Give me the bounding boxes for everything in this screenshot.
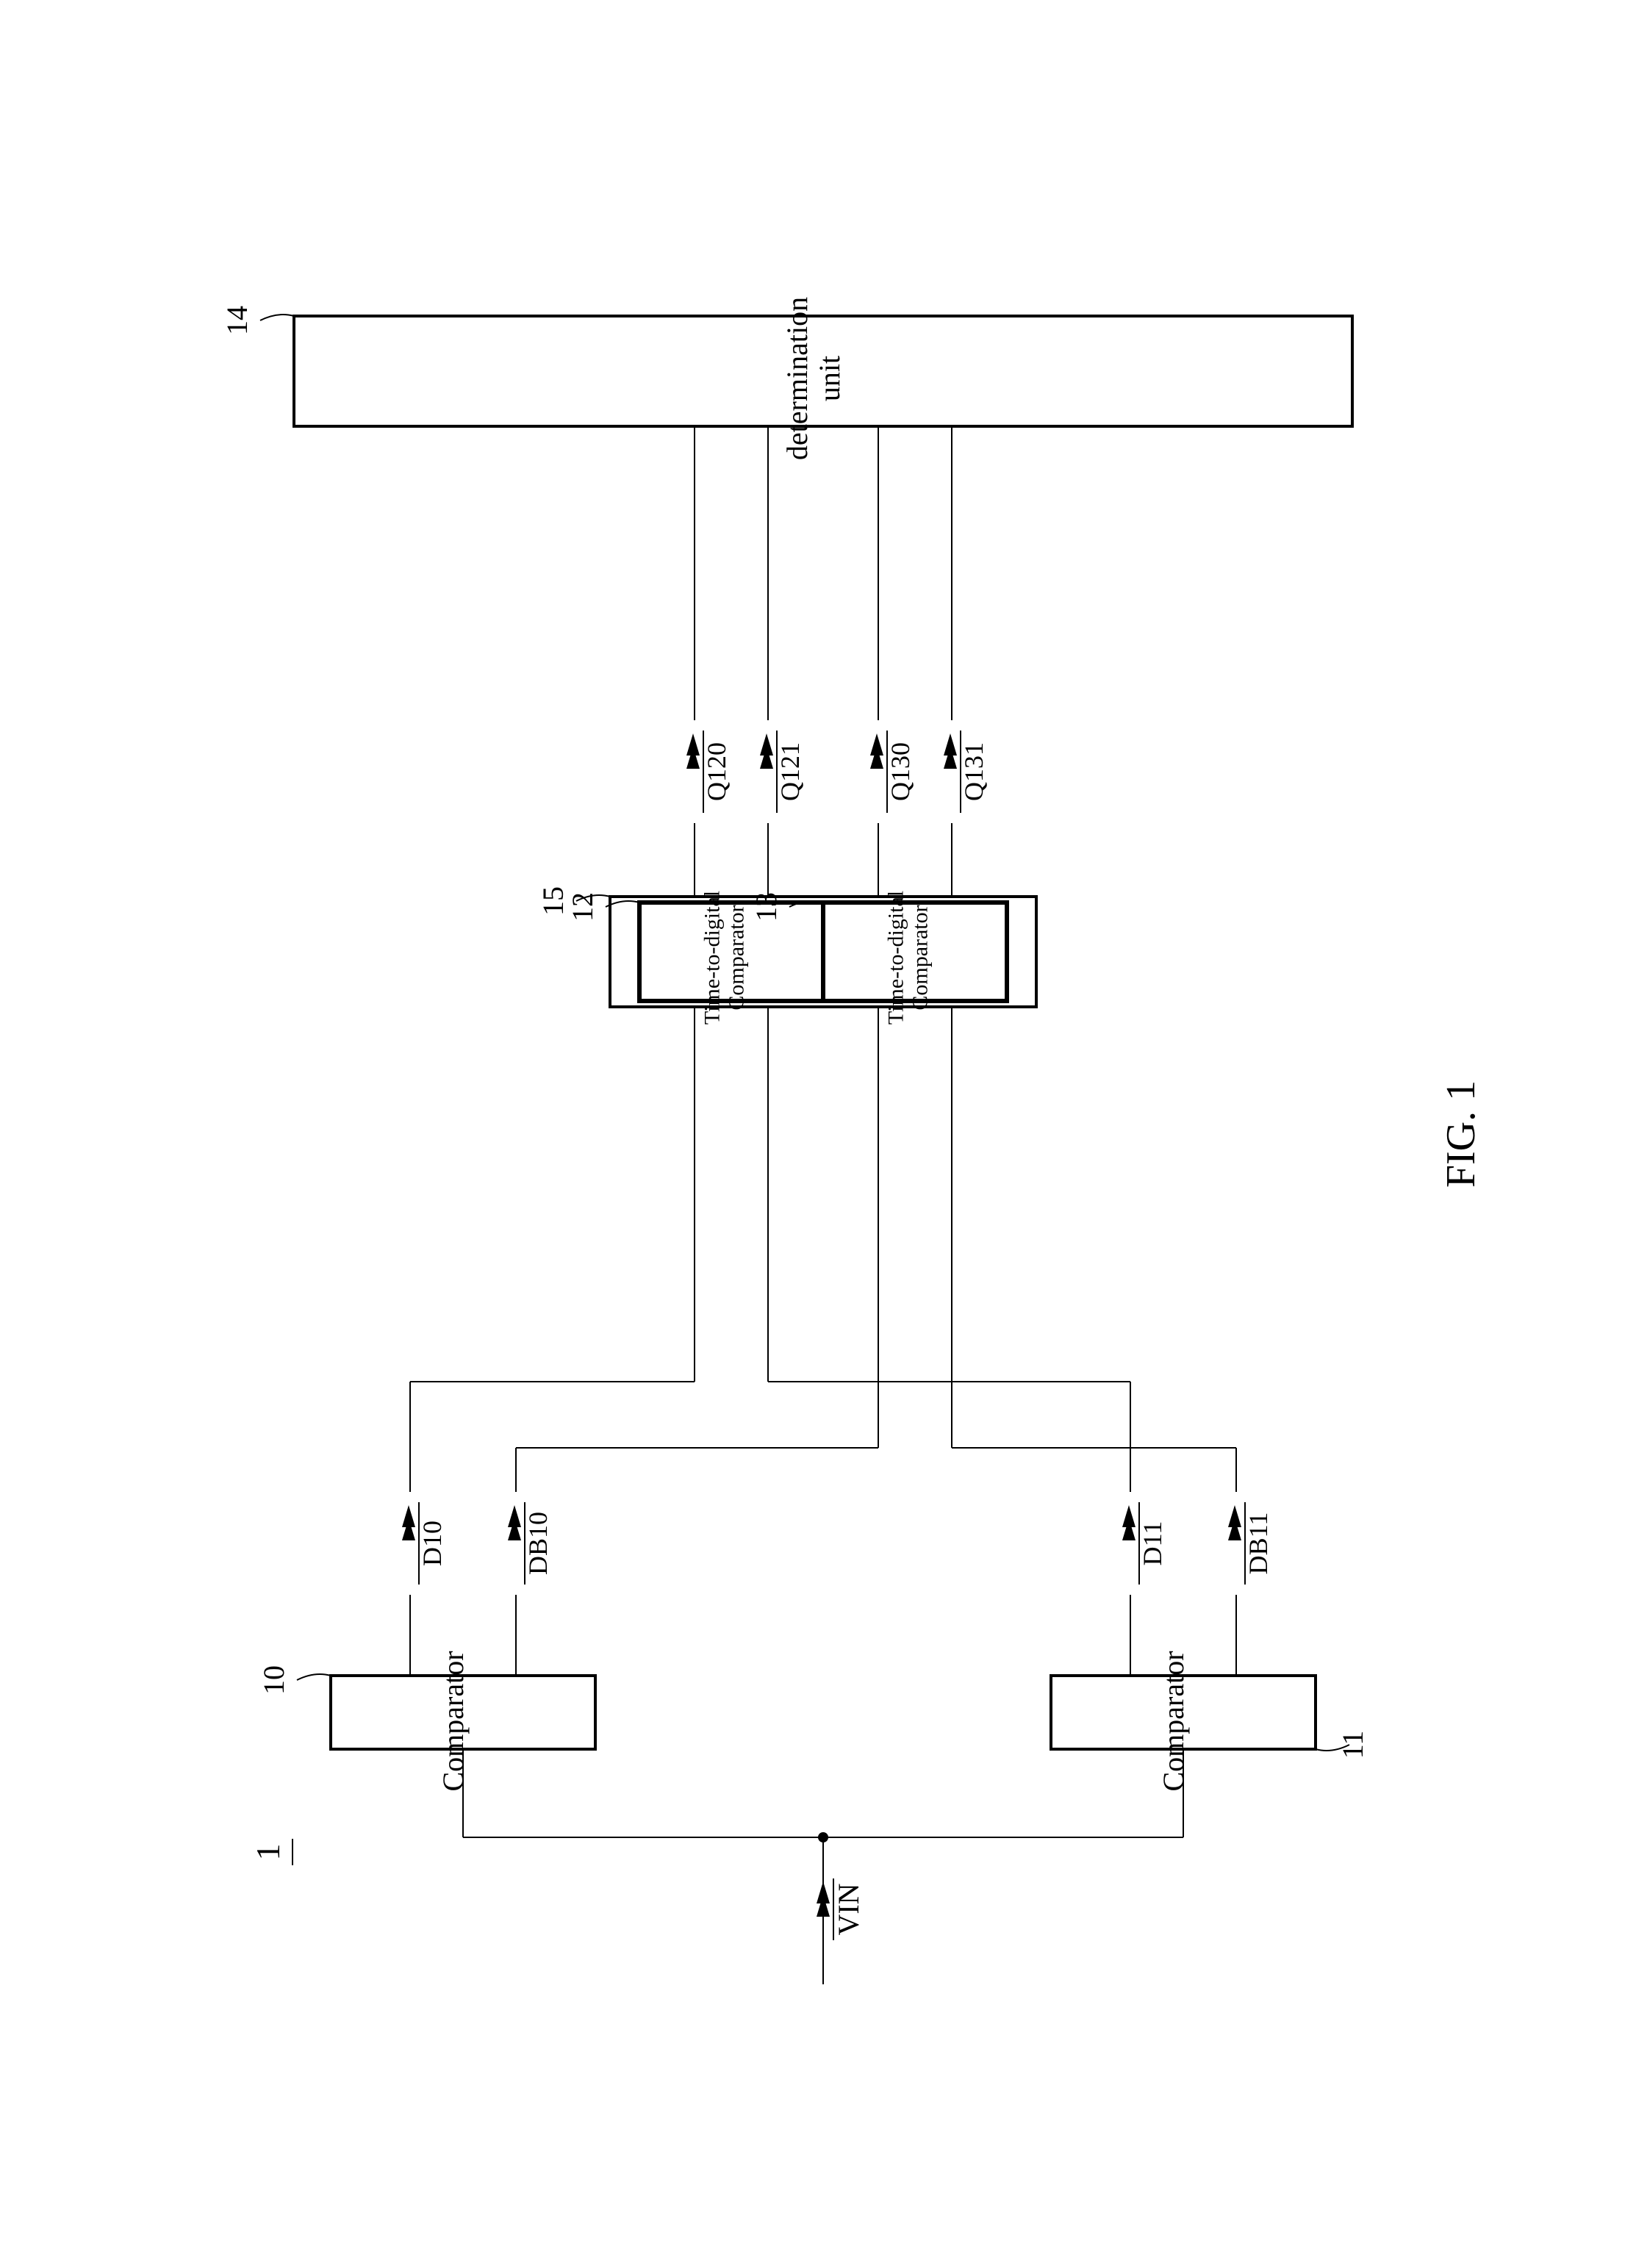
ref-13: 13	[750, 892, 783, 922]
label-db10: DB10	[523, 1512, 553, 1575]
ref-12: 12	[566, 892, 599, 922]
figure-label: FIG. 1	[1438, 1080, 1484, 1188]
ref-1: 1	[249, 1844, 287, 1861]
label-q130: Q130	[886, 742, 915, 801]
label-q120: Q120	[702, 742, 731, 801]
ref-14: 14	[220, 306, 254, 335]
comparator-10-label: Comparator	[437, 1651, 470, 1791]
ref-10: 10	[257, 1665, 290, 1695]
label-q131: Q131	[959, 742, 989, 801]
tdc-12-label: Time-to-digitalComparator	[700, 891, 749, 1024]
ref-15: 15	[537, 886, 570, 916]
label-d10: D10	[417, 1521, 447, 1566]
ref-11: 11	[1336, 1731, 1369, 1759]
label-vin: VIN	[832, 1883, 865, 1935]
label-q121: Q121	[775, 742, 805, 801]
label-db11: DB11	[1244, 1512, 1273, 1575]
tdc-13-label: Time-to-digitalComparator	[884, 891, 933, 1024]
label-d11: D11	[1138, 1521, 1167, 1566]
comparator-11-label: Comparator	[1157, 1651, 1190, 1791]
